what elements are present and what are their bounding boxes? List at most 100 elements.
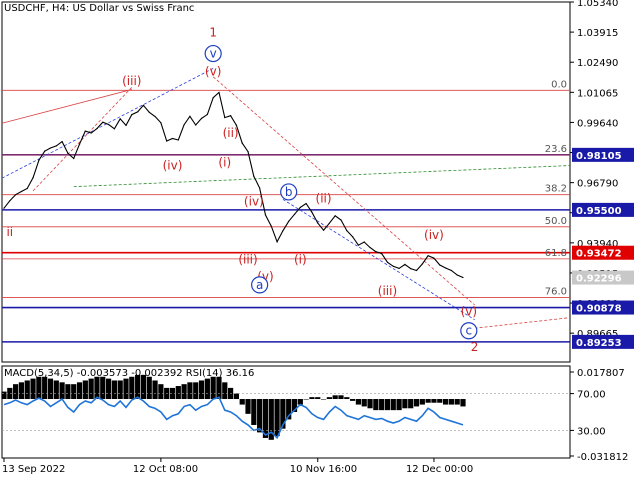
price-point [166, 140, 168, 142]
wave-label: (iv) [244, 194, 264, 208]
macd-bar [135, 374, 141, 400]
macd-bar [274, 399, 280, 437]
price-point [317, 222, 319, 224]
macd-bar [198, 380, 205, 400]
macd-bar [460, 399, 466, 407]
macd-y-tick-label: -0.031812 [577, 452, 628, 463]
price-point [125, 124, 127, 126]
macd-bar [257, 399, 263, 433]
y-tick-label: 0.96790 [577, 179, 618, 190]
macd-bar [320, 399, 327, 400]
wave-label: a [256, 278, 263, 292]
macd-y-tick-label: 70.00 [577, 390, 606, 401]
fib-label: 23.6 [545, 144, 567, 155]
price-point [247, 150, 249, 153]
price-point [61, 141, 63, 143]
wave-label: (v) [205, 65, 221, 79]
wave-label: (v) [461, 304, 477, 318]
price-point [49, 147, 52, 149]
macd-bar [448, 399, 454, 405]
wave-label: (i) [218, 155, 231, 169]
instrument-label: US Dollar vs Swiss Franc [72, 3, 195, 14]
price-point [293, 213, 296, 215]
macd-bar [425, 399, 431, 403]
price-point [206, 113, 208, 115]
macd-bar [204, 378, 210, 400]
macd-bar [419, 399, 425, 405]
y-tick-label: 1.05340 [577, 0, 618, 9]
price-point [235, 124, 238, 126]
price-point [404, 263, 406, 265]
macd-bar [262, 399, 269, 438]
macd-bar [361, 399, 367, 407]
macd-bar [384, 399, 391, 411]
price-point [410, 268, 412, 270]
price-point [38, 159, 40, 161]
price-point [392, 265, 394, 267]
price-point [450, 269, 452, 272]
macd-bar [24, 380, 30, 400]
macd-bar [216, 376, 222, 400]
macd-bar [36, 376, 42, 400]
price-point [189, 115, 191, 117]
price-tag-label: 0.98105 [576, 151, 622, 162]
price-panel-frame [1, 1, 571, 363]
wave-circle [460, 322, 478, 340]
macd-bar [158, 384, 164, 400]
macd-bar [413, 399, 420, 407]
macd-bar [18, 382, 25, 400]
wave-label: (iii) [378, 284, 397, 298]
macd-bar [442, 399, 449, 405]
price-point [32, 176, 34, 179]
macd-bar [379, 399, 385, 411]
price-point [84, 130, 86, 132]
price-point [259, 187, 261, 189]
price-point [160, 122, 162, 124]
y-tick-label: 1.01065 [577, 88, 618, 99]
price-point [322, 229, 325, 231]
macd-bar [65, 384, 71, 400]
price-tag-label: 0.90878 [576, 304, 622, 315]
wave-label: b [285, 185, 293, 199]
price-point [195, 124, 197, 126]
x-tick-label: 12 Dec 00:00 [406, 464, 473, 475]
macd-bar [181, 384, 187, 400]
fib-label: 61.8 [545, 248, 567, 259]
wave-label: (i) [294, 253, 307, 267]
price-point [381, 253, 383, 255]
price-point [96, 127, 98, 130]
macd-bar [111, 380, 117, 400]
macd-bar [100, 376, 106, 400]
fib-label: 50.0 [545, 216, 567, 227]
price-tag-box [572, 245, 634, 260]
macd-bar [286, 399, 292, 420]
price-point [218, 91, 220, 94]
macd-bar [431, 399, 437, 403]
wave-label: v [210, 47, 217, 61]
price-point [328, 222, 330, 224]
trend-line-red [212, 76, 475, 306]
y-tick-label: 1.02490 [577, 58, 618, 69]
price-tag-box [572, 202, 634, 217]
price-point [3, 207, 5, 209]
price-point [276, 241, 278, 243]
price-point [264, 214, 267, 216]
macd-bar [239, 399, 245, 405]
macd-bar [309, 397, 315, 400]
x-tick-label: 12 Oct 08:00 [133, 464, 198, 475]
price-point [67, 152, 69, 154]
macd-bar [291, 399, 298, 412]
fib-label: 38.2 [545, 184, 567, 195]
macd-bar [344, 397, 350, 400]
timeframe-label: H4: [52, 3, 70, 14]
macd-bar [332, 395, 338, 400]
macd-bar [105, 378, 112, 400]
wave-label: c [466, 324, 473, 338]
price-point [9, 200, 11, 202]
wave-label: (ii) [223, 126, 239, 140]
price-point [288, 220, 290, 222]
price-point [270, 225, 272, 227]
macd-bar [402, 399, 408, 409]
wave-label: ii [6, 225, 13, 239]
price-point [444, 267, 447, 269]
